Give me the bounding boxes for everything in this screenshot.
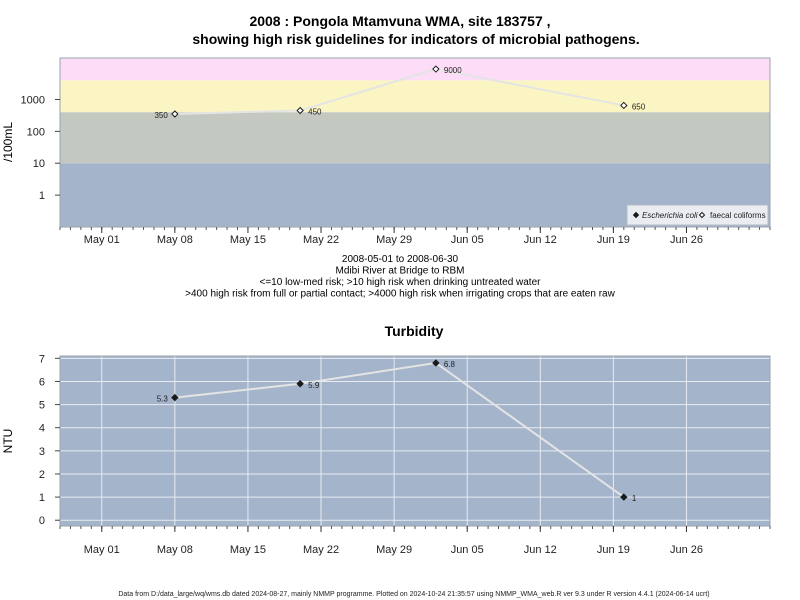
legend-label-faecal-coliforms: faecal coliforms bbox=[710, 211, 766, 220]
y-tick-label: 0 bbox=[39, 515, 45, 527]
legend-label-escherichia-coli: Escherichia coli bbox=[642, 211, 698, 220]
x-tick-label: May 01 bbox=[84, 234, 120, 246]
y-tick-label: 4 bbox=[39, 423, 45, 435]
risk-band-2 bbox=[60, 80, 770, 113]
chart-title: 2008 : Pongola Mtamvuna WMA, site 183757… bbox=[249, 13, 550, 29]
y-axis-label-turbidity: NTU bbox=[1, 429, 15, 454]
y-tick-label: 1 bbox=[39, 190, 45, 202]
y-tick-label: 5 bbox=[39, 400, 45, 412]
data-label: 650 bbox=[632, 102, 646, 111]
x-tick-label: May 15 bbox=[230, 234, 266, 246]
x-tick-label: Jun 19 bbox=[597, 234, 630, 246]
legend-marker-faecal-coliforms bbox=[698, 211, 706, 219]
data-point-turbidity bbox=[620, 493, 628, 501]
y-tick-label: 7 bbox=[39, 353, 45, 365]
y-tick-label: 10 bbox=[33, 158, 45, 170]
x-tick-label: Jun 19 bbox=[597, 544, 630, 556]
data-point-turbidity bbox=[432, 359, 440, 367]
data-point-turbidity bbox=[171, 393, 179, 402]
y-tick-label: 2 bbox=[39, 469, 45, 481]
x-tick-label: May 08 bbox=[157, 544, 193, 556]
y-tick-label: 6 bbox=[39, 376, 45, 388]
y-tick-label: 1000 bbox=[21, 94, 45, 106]
chart-note: Mdibi River at Bridge to RBM bbox=[336, 266, 465, 277]
x-tick-label: Jun 05 bbox=[451, 544, 484, 556]
y-tick-label: 1 bbox=[39, 492, 45, 504]
chart-note: 2008-05-01 to 2008-06-30 bbox=[342, 254, 459, 265]
x-tick-label: May 15 bbox=[230, 544, 266, 556]
data-point-turbidity bbox=[296, 380, 304, 388]
x-tick-label: May 08 bbox=[157, 234, 193, 246]
data-label: 5.9 bbox=[308, 381, 320, 390]
series-line-turbidity bbox=[174, 361, 625, 498]
series-line-faecal-coliforms bbox=[174, 68, 625, 116]
x-tick-label: Jun 12 bbox=[524, 234, 557, 246]
x-tick-label: Jun 05 bbox=[451, 234, 484, 246]
data-label: 1 bbox=[632, 494, 637, 503]
x-tick-label: May 01 bbox=[84, 544, 120, 556]
chart-title-turbidity: Turbidity bbox=[385, 323, 444, 339]
risk-band-1 bbox=[60, 112, 770, 164]
chart-note: <=10 low-med risk; >10 high risk when dr… bbox=[260, 277, 542, 288]
data-label: 6.8 bbox=[444, 360, 456, 369]
x-tick-label: Jun 12 bbox=[524, 544, 557, 556]
data-label: 9000 bbox=[444, 66, 462, 75]
y-tick-label: 3 bbox=[39, 446, 45, 458]
chart-subtitle: showing high risk guidelines for indicat… bbox=[192, 31, 639, 47]
data-point-faecal-coliforms bbox=[620, 101, 628, 110]
x-tick-label: May 22 bbox=[303, 234, 339, 246]
data-label: 450 bbox=[308, 108, 322, 117]
x-tick-label: Jun 26 bbox=[670, 544, 703, 556]
x-tick-label: Jun 26 bbox=[670, 234, 703, 246]
data-label: 350 bbox=[154, 111, 168, 120]
y-tick-label: 100 bbox=[27, 126, 45, 138]
data-label: 5.3 bbox=[157, 395, 169, 404]
x-tick-label: May 22 bbox=[303, 544, 339, 556]
legend-box bbox=[626, 204, 769, 226]
data-point-faecal-coliforms bbox=[432, 65, 440, 73]
legend-marker-escherichia-coli bbox=[632, 211, 640, 219]
y-axis-label: /100mL bbox=[1, 122, 15, 162]
chart-note: >400 high risk from full or partial cont… bbox=[185, 289, 615, 300]
footer-note: Data from D:/data_large/wq/wms.db dated … bbox=[118, 591, 709, 598]
plot-background-turbidity bbox=[60, 356, 770, 526]
x-tick-label: May 29 bbox=[376, 234, 412, 246]
data-point-faecal-coliforms bbox=[296, 106, 304, 115]
data-point-faecal-coliforms bbox=[171, 110, 179, 118]
risk-band-3 bbox=[60, 58, 770, 81]
x-tick-label: May 29 bbox=[376, 544, 412, 556]
